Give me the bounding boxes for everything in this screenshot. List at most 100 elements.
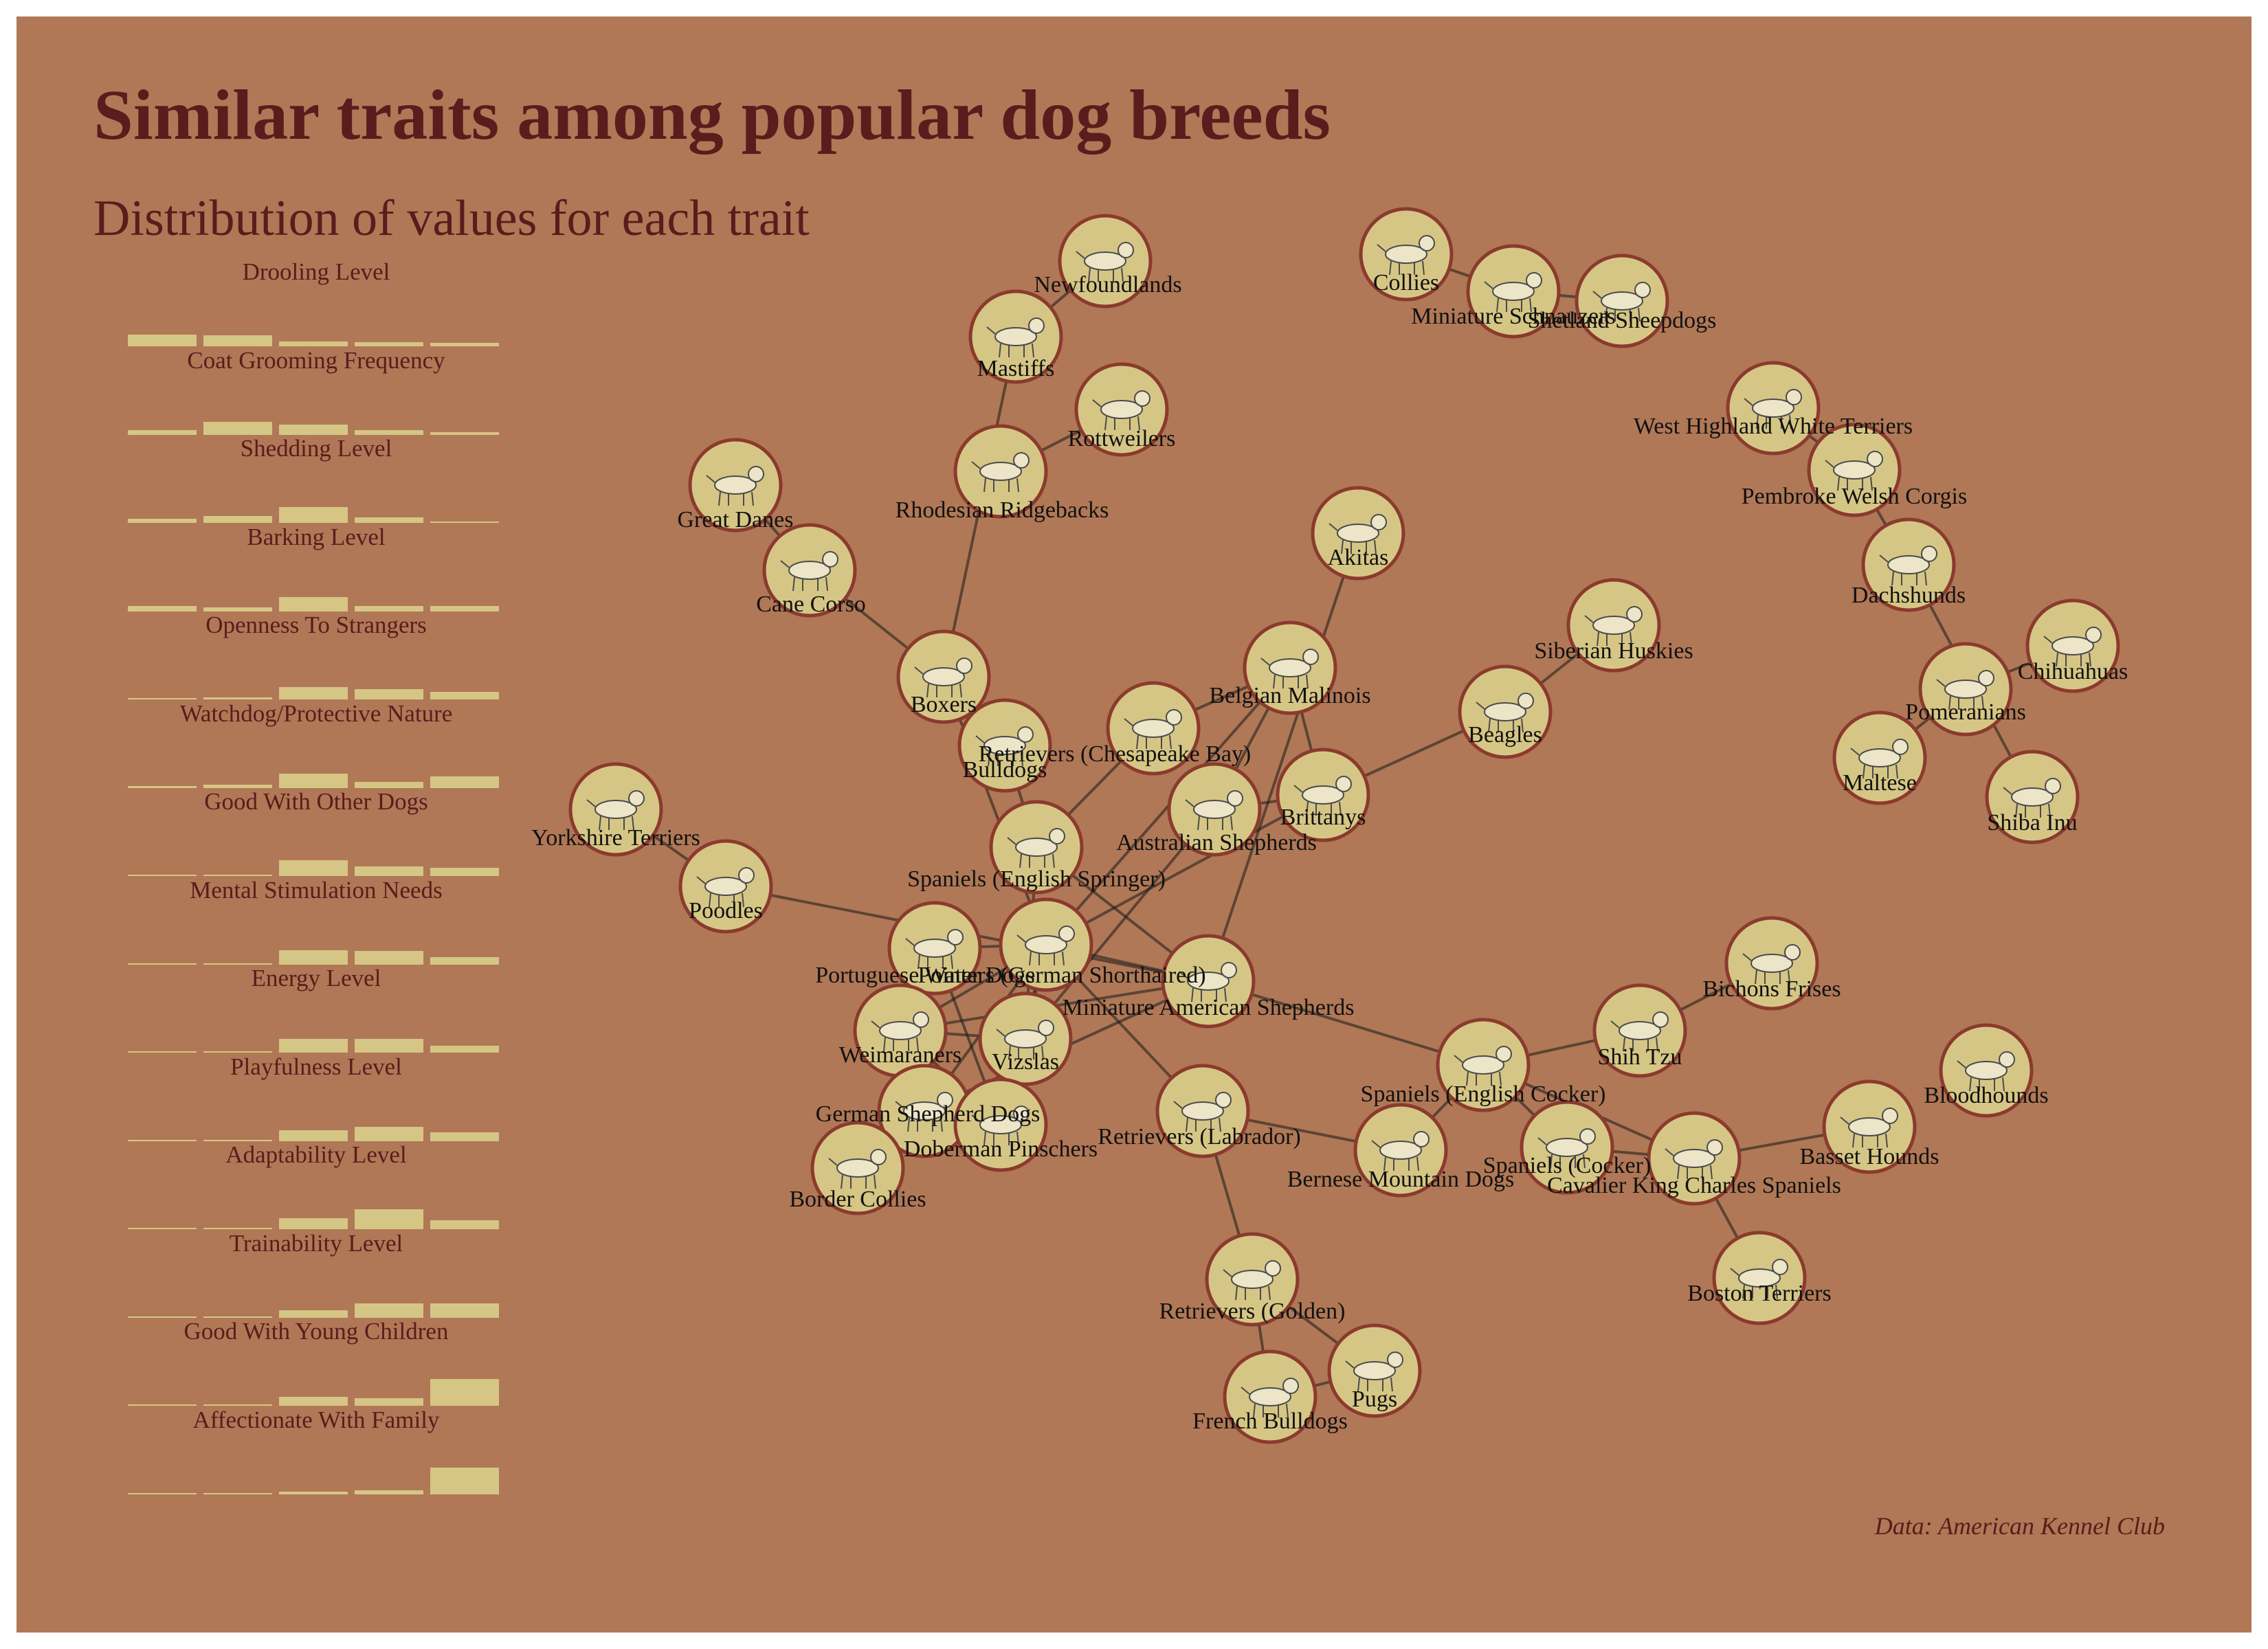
dog-silhouette-icon — [1665, 1139, 1723, 1180]
trait-label: Good With Young Children — [184, 1318, 449, 1345]
breed-node[interactable] — [2025, 598, 2120, 693]
breed-label: Rhodesian Ridgebacks — [896, 497, 1109, 523]
breed-node[interactable] — [1436, 1018, 1531, 1112]
dog-silhouette-icon — [905, 929, 964, 969]
breed-node[interactable] — [1575, 254, 1669, 348]
breed-node[interactable] — [1223, 1349, 1318, 1444]
breed-label: Brittanys — [1280, 805, 1366, 830]
breed-node[interactable] — [1712, 1231, 1807, 1325]
breed-node[interactable] — [1647, 1111, 1742, 1206]
breed-node[interactable] — [957, 698, 1052, 793]
breed-label: Pembroke Welsh Corgis — [1742, 484, 1967, 509]
breed-node[interactable] — [568, 762, 663, 857]
breed-label: Miniature Schnauzers — [1411, 304, 1615, 329]
dog-silhouette-icon — [1537, 1128, 1596, 1169]
breed-node[interactable] — [688, 438, 783, 532]
breed-node[interactable] — [1466, 244, 1561, 339]
breed-node[interactable] — [1161, 934, 1256, 1029]
network-edge — [1207, 532, 1359, 982]
breed-node[interactable] — [1155, 1064, 1250, 1158]
breed-node[interactable] — [1311, 486, 1405, 581]
breed-node[interactable] — [1918, 642, 2013, 737]
trait-bar — [128, 875, 197, 876]
breed-node[interactable] — [953, 424, 1048, 519]
dog-silhouette-icon — [1007, 828, 1065, 868]
trait-bar — [203, 1228, 272, 1229]
trait-bar — [355, 430, 423, 435]
breed-node[interactable] — [1074, 362, 1169, 457]
breed-node[interactable] — [1832, 710, 1927, 805]
breed-node[interactable] — [1167, 762, 1262, 857]
breed-label: Retrievers (Golden) — [1159, 1299, 1346, 1324]
breed-node[interactable] — [896, 629, 991, 724]
network-labels: Newfoundlands Mastiffs Rottweilers Rhodesia… — [531, 270, 2128, 1434]
breed-label: Vizslas — [992, 1049, 1059, 1075]
breed-node[interactable] — [999, 897, 1093, 992]
trait-bar — [355, 1303, 423, 1318]
trait-bar — [430, 1220, 499, 1229]
breed-label: German Shepherd Dogs — [816, 1101, 1041, 1127]
trait-bar — [203, 1139, 272, 1141]
breed-node[interactable] — [1359, 207, 1454, 302]
dog-silhouette-icon — [1484, 272, 1542, 313]
breed-node[interactable] — [1520, 1100, 1614, 1195]
breed-label: Spaniels (Cocker) — [1483, 1153, 1652, 1178]
dog-silhouette-icon — [1610, 1011, 1669, 1052]
trait-bar — [279, 1218, 348, 1229]
distribution-subtitle: Distribution of values for each trait — [93, 190, 810, 247]
dog-silhouette-icon — [871, 1011, 929, 1052]
breed-node[interactable] — [1861, 517, 1956, 612]
breed-node[interactable] — [978, 991, 1073, 1086]
dog-silhouette-icon — [780, 551, 838, 592]
breed-node[interactable] — [1724, 916, 1819, 1011]
breed-label: Retrievers (Labrador) — [1098, 1124, 1300, 1149]
trait-bar — [203, 697, 272, 699]
breed-node[interactable] — [1566, 578, 1661, 673]
dog-silhouette-icon — [1016, 926, 1075, 966]
trait-distribution: Adaptability Level — [110, 1141, 522, 1229]
trait-distribution: Openness To Strangers — [110, 612, 522, 699]
trait-bar — [128, 1051, 197, 1053]
breed-label: Cane Corso — [756, 592, 866, 617]
dog-silhouette-icon — [1371, 1131, 1430, 1171]
breed-node[interactable] — [1327, 1323, 1422, 1418]
breed-node[interactable] — [968, 289, 1063, 384]
breed-node[interactable] — [1807, 423, 1902, 517]
breed-node[interactable] — [1985, 750, 2080, 844]
breed-node[interactable] — [1726, 361, 1821, 456]
breed-node[interactable] — [1458, 664, 1553, 759]
trait-distribution: Watchdog/Protective Nature — [110, 700, 522, 788]
breed-node[interactable] — [678, 839, 773, 934]
dog-silhouette-icon — [1173, 1092, 1232, 1132]
breed-node[interactable] — [1822, 1079, 1917, 1174]
breed-node[interactable] — [762, 523, 857, 618]
breed-node[interactable] — [1939, 1023, 2034, 1118]
breed-node[interactable] — [1276, 748, 1370, 842]
breed-label: Portuguese Water Dogs — [815, 963, 1035, 988]
breed-node[interactable] — [1106, 681, 1201, 776]
breed-node[interactable] — [953, 1077, 1048, 1172]
breed-node[interactable] — [989, 800, 1084, 895]
trait-bar — [279, 1039, 348, 1053]
breed-label: Retrievers (Chesapeake Bay) — [979, 741, 1252, 767]
breed-node[interactable] — [1353, 1103, 1448, 1198]
dog-silhouette-icon — [1241, 1378, 1299, 1418]
breed-node[interactable] — [810, 1121, 905, 1215]
trait-bar — [355, 517, 423, 523]
trait-bar — [128, 335, 197, 346]
trait-bar — [203, 1316, 272, 1318]
trait-bar — [128, 1316, 197, 1318]
dog-silhouette-icon — [1377, 235, 1435, 276]
trait-bar — [355, 606, 423, 612]
breed-node[interactable] — [1205, 1232, 1300, 1327]
breed-node[interactable] — [1243, 620, 1337, 715]
trait-bar — [279, 506, 348, 523]
dog-silhouette-icon — [914, 658, 972, 698]
trait-label: Mental Stimulation Needs — [190, 876, 443, 904]
breed-node[interactable] — [1058, 214, 1153, 309]
breed-label: Great Danes — [678, 507, 794, 532]
dog-silhouette-icon — [696, 867, 755, 908]
breed-node[interactable] — [887, 901, 982, 996]
dog-silhouette-icon — [1744, 389, 1802, 429]
breed-node[interactable] — [1592, 983, 1687, 1078]
